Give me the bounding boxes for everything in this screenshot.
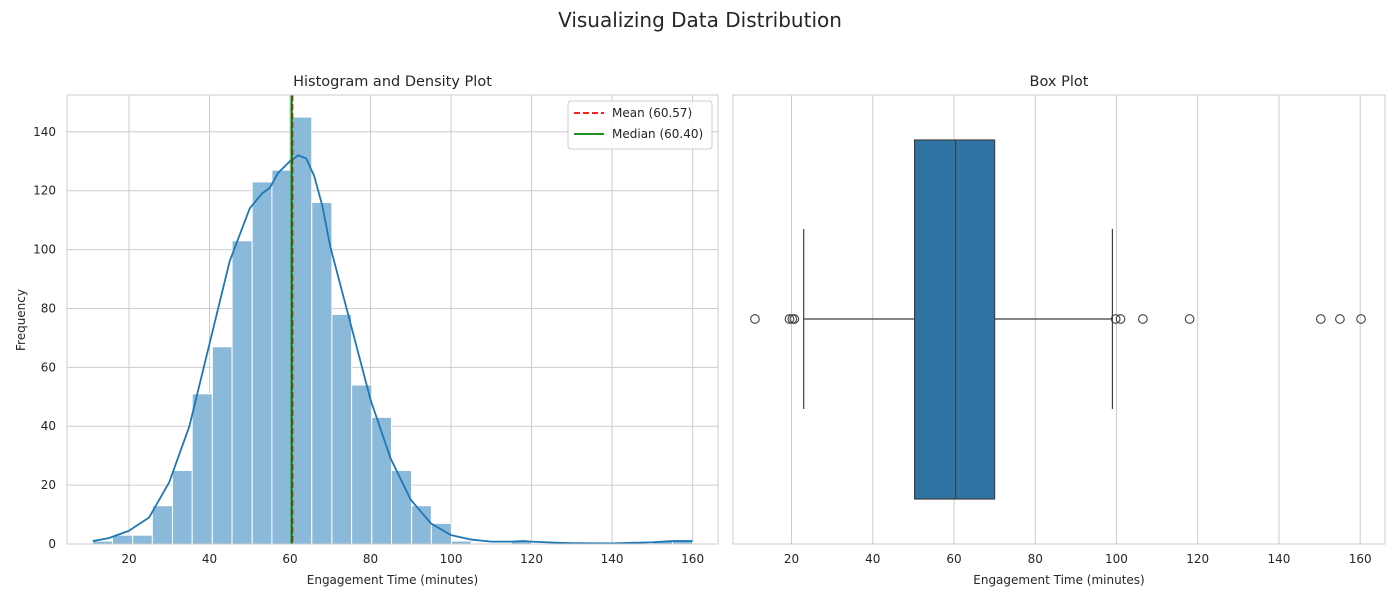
histogram-x-tick-label: 40: [202, 552, 217, 566]
histogram-y-tick-label: 0: [48, 537, 56, 551]
histogram-x-tick-label: 120: [520, 552, 543, 566]
legend-mean-label: Mean (60.57): [612, 106, 692, 120]
reference-lines: [290, 95, 294, 544]
histogram-bar: [132, 534, 153, 545]
histogram-bar: [251, 181, 273, 545]
histogram-frame: [66, 94, 719, 545]
histogram-x-tick-label: 100: [440, 552, 463, 566]
histogram-bar: [151, 505, 173, 545]
interquartile-box: [913, 139, 996, 500]
boxplot-x-tick-label: 40: [865, 552, 880, 566]
outlier-point: [784, 314, 795, 324]
histogram-bar: [171, 469, 193, 545]
boxplot-x-tick-label: 80: [1028, 552, 1043, 566]
histogram-y-tick-label: 20: [41, 478, 56, 492]
histogram-y-tick-label: 40: [41, 419, 56, 433]
boxplot-x-tick-label: 20: [784, 552, 799, 566]
boxplot-x-tick-label: 140: [1268, 552, 1291, 566]
outlier-point: [789, 314, 800, 324]
outlier-point: [1110, 314, 1121, 324]
boxplot-x-ticks: 20 40 60 80 100 120 140 160: [784, 552, 1372, 566]
histogram-y-axis-label: Frequency: [14, 289, 28, 351]
histogram-x-ticks: 20 40 60 80 100 120 140 160: [121, 552, 704, 566]
outlier-point: [1138, 314, 1148, 324]
histogram-plot-area: [67, 95, 718, 544]
histogram-y-tick-label: 100: [33, 243, 56, 257]
histogram-y-tick-label: 60: [41, 360, 56, 374]
boxplot-frame: [732, 94, 1386, 545]
legend-median-label: Median (60.40): [612, 127, 703, 141]
histogram-bar: [371, 416, 392, 545]
histogram-bar: [231, 240, 253, 545]
histogram-x-tick-label: 20: [121, 552, 136, 566]
histogram-y-ticks: 0 20 40 60 80 100 120 140: [33, 125, 56, 551]
histogram-bar: [271, 169, 293, 545]
boxplot-x-axis-label: Engagement Time (minutes): [973, 573, 1144, 587]
histogram-bar: [331, 313, 353, 545]
outlier-point: [750, 314, 760, 324]
histogram-x-axis-label: Engagement Time (minutes): [307, 573, 478, 587]
boxplot-x-tick-label: 60: [946, 552, 961, 566]
density-curve: [92, 154, 693, 545]
histogram-x-tick-label: 80: [363, 552, 378, 566]
figure-suptitle: Visualizing Data Distribution: [558, 8, 842, 32]
histogram-bar: [311, 201, 333, 545]
outlier-point: [1184, 314, 1195, 324]
histogram-bar: [191, 393, 213, 545]
boxplot-x-tick-label: 120: [1186, 552, 1209, 566]
boxplot-outliers: [750, 314, 1366, 324]
outlier-point: [1115, 314, 1126, 324]
boxplot-x-tick-label: 100: [1105, 552, 1128, 566]
legend: Mean (60.57) Median (60.40): [567, 100, 713, 150]
boxplot-elements: [803, 139, 1114, 500]
histogram-y-tick-label: 140: [33, 125, 56, 139]
histogram-bar: [351, 384, 373, 545]
boxplot-title: Box Plot: [1030, 74, 1089, 90]
histogram-bar: [211, 346, 233, 545]
histogram-bar: [291, 116, 313, 545]
histogram-x-tick-label: 60: [282, 552, 297, 566]
histogram-title: Histogram and Density Plot: [293, 74, 492, 90]
histogram-y-tick-label: 120: [33, 184, 56, 198]
boxplot-axes: 20 40 60 80 100 120 140 160 Box Plot Engagement…: [732, 74, 1386, 587]
outlier-point: [1335, 314, 1345, 324]
outlier-point: [1315, 314, 1326, 324]
histogram-axes: 20 40 60 80 100 120 140 160 020406080100120140 …: [14, 74, 719, 587]
histogram-x-tick-label: 140: [601, 552, 624, 566]
outlier-point: [1356, 314, 1366, 324]
histogram-x-tick-label: 160: [681, 552, 704, 566]
boxplot-x-tick-label: 160: [1349, 552, 1372, 566]
histogram-y-tick-label: 80: [41, 301, 56, 315]
